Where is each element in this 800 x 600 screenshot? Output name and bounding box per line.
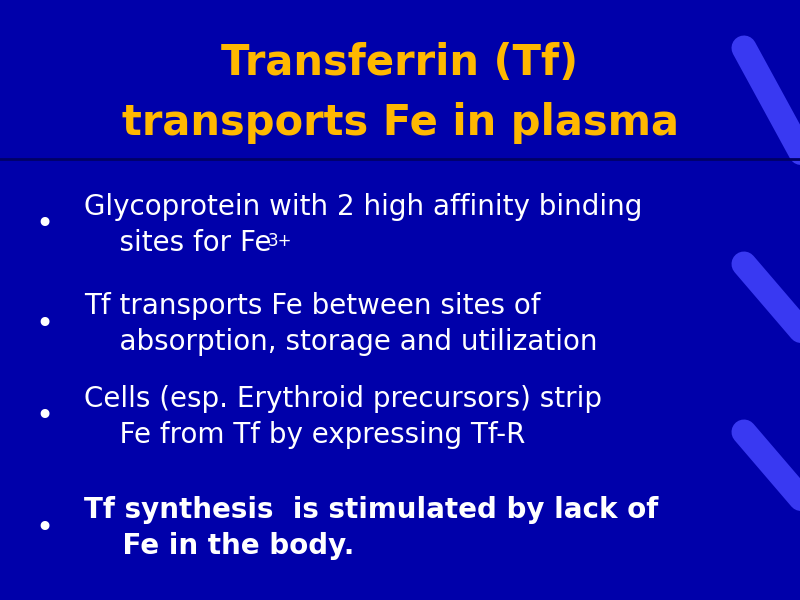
Text: Cells (esp. Erythroid precursors) strip
    Fe from Tf by expressing Tf-R: Cells (esp. Erythroid precursors) strip … bbox=[84, 385, 602, 449]
Text: Tf synthesis  is stimulated by lack of
    Fe in the body.: Tf synthesis is stimulated by lack of Fe… bbox=[84, 496, 658, 560]
Text: transports Fe in plasma: transports Fe in plasma bbox=[122, 102, 678, 144]
Text: Transferrin (Tf): Transferrin (Tf) bbox=[222, 42, 578, 84]
Text: •: • bbox=[35, 310, 53, 338]
Text: Tf transports Fe between sites of
    absorption, storage and utilization: Tf transports Fe between sites of absorp… bbox=[84, 292, 598, 356]
Text: •: • bbox=[35, 514, 53, 542]
Text: •: • bbox=[35, 211, 53, 239]
Text: •: • bbox=[35, 403, 53, 431]
Text: 3+: 3+ bbox=[268, 232, 293, 250]
Text: Glycoprotein with 2 high affinity binding
    sites for Fe: Glycoprotein with 2 high affinity bindin… bbox=[84, 193, 642, 257]
